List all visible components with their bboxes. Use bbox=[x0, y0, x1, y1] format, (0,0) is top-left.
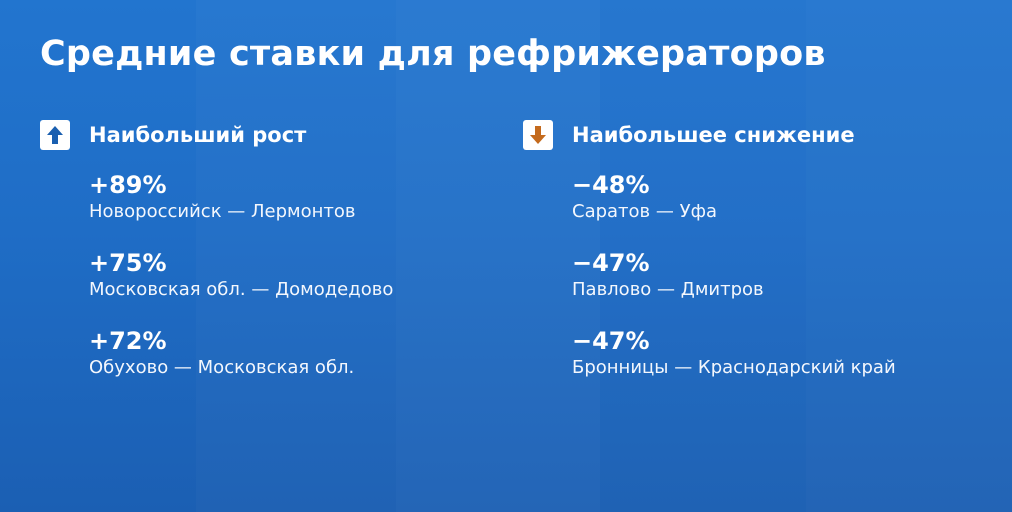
growth-value: +72% bbox=[89, 327, 167, 355]
growth-route: Московская обл. — Домодедово bbox=[89, 279, 394, 300]
decline-column: Наибольшее снижение −48% Саратов — Уфа −… bbox=[523, 118, 896, 404]
list-item: −47% Бронницы — Краснодарский край bbox=[572, 326, 896, 404]
decline-list: −48% Саратов — Уфа −47% Павлово — Дмитро… bbox=[572, 170, 896, 404]
growth-route: Новороссийск — Лермонтов bbox=[89, 201, 356, 222]
decline-value: −48% bbox=[572, 171, 650, 199]
decline-value: −47% bbox=[572, 327, 650, 355]
page-title: Средние ставки для рефрижераторов bbox=[40, 34, 826, 74]
decline-route: Саратов — Уфа bbox=[572, 201, 717, 222]
decline-value: −47% bbox=[572, 249, 650, 277]
growth-value: +75% bbox=[89, 249, 167, 277]
decline-route: Павлово — Дмитров bbox=[572, 279, 764, 300]
decline-route: Бронницы — Краснодарский край bbox=[572, 357, 896, 378]
list-item: +75% Московская обл. — Домодедово bbox=[89, 248, 393, 326]
growth-list: +89% Новороссийск — Лермонтов +75% Моско… bbox=[89, 170, 393, 404]
growth-label: Наибольший рост bbox=[89, 123, 307, 147]
list-item: −48% Саратов — Уфа bbox=[572, 170, 896, 248]
up-arrow-icon bbox=[40, 120, 70, 150]
list-item: −47% Павлово — Дмитров bbox=[572, 248, 896, 326]
growth-route: Обухово — Московская обл. bbox=[89, 357, 355, 378]
growth-column: Наибольший рост +89% Новороссийск — Лерм… bbox=[40, 118, 393, 404]
decline-header: Наибольшее снижение bbox=[523, 118, 896, 152]
list-item: +72% Обухово — Московская обл. bbox=[89, 326, 393, 404]
decline-label: Наибольшее снижение bbox=[572, 123, 855, 147]
growth-header: Наибольший рост bbox=[40, 118, 393, 152]
down-arrow-icon bbox=[523, 120, 553, 150]
growth-value: +89% bbox=[89, 171, 167, 199]
list-item: +89% Новороссийск — Лермонтов bbox=[89, 170, 393, 248]
